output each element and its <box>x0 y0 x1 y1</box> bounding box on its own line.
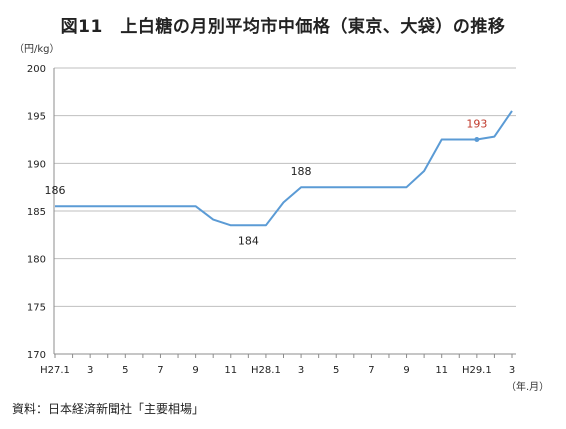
x-tick-label: 9 <box>192 365 198 376</box>
x-tick-label: 5 <box>333 365 339 376</box>
x-tick-label: 3 <box>298 365 304 376</box>
y-tick-label: 190 <box>27 159 46 170</box>
x-tick-label: 11 <box>435 365 448 376</box>
data-label: 188 <box>291 165 312 178</box>
y-tick-labels: 170 175 180 185 190 195 200 <box>27 64 46 361</box>
axes <box>53 68 516 358</box>
y-tick-label: 175 <box>27 302 46 313</box>
y-tick-label: 170 <box>27 350 46 361</box>
x-tick-label: 7 <box>157 365 163 376</box>
y-tick-label: 180 <box>27 255 46 266</box>
y-tick-label: 195 <box>27 112 46 123</box>
data-label: 184 <box>238 234 259 247</box>
y-tick-label: 185 <box>27 207 46 218</box>
y-tick-label: 200 <box>27 64 46 75</box>
source-note: 資料：日本経済新聞社「主要相場」 <box>12 402 205 416</box>
x-tick-label: 7 <box>368 365 374 376</box>
x-tick-label: 5 <box>122 365 128 376</box>
x-tick-label: 3 <box>87 365 93 376</box>
x-tick-label: H28.1 <box>251 365 281 376</box>
data-label: 193 <box>466 118 487 131</box>
x-tick-labels: H27.1 3 5 7 9 11 H28.1 3 5 7 9 11 H29.1 3 <box>40 365 515 376</box>
chart-title: 図11 上白糖の月別平均市中価格（東京、大袋）の推移 <box>60 17 506 37</box>
x-tick-label: 3 <box>509 365 515 376</box>
grid-lines <box>54 67 516 307</box>
y-axis-unit-label: （円/kg） <box>14 43 60 55</box>
series-line <box>55 110 513 227</box>
data-labels: 186 184 188 193 <box>45 118 488 248</box>
x-tick-label: 9 <box>403 365 409 376</box>
x-tick-label: H27.1 <box>40 365 70 376</box>
data-label: 186 <box>45 184 66 197</box>
series-layer <box>55 110 513 227</box>
x-tick-label: 11 <box>224 365 237 376</box>
x-axis-unit-label: （年.月） <box>506 380 549 393</box>
x-tick-label: H29.1 <box>462 365 492 376</box>
data-point-marker <box>474 137 480 142</box>
